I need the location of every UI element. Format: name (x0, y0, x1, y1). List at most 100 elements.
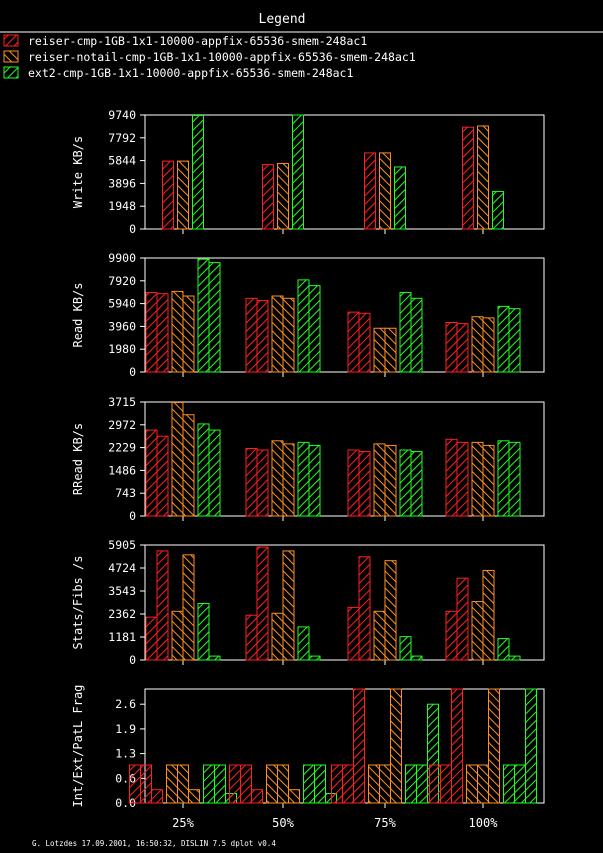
bar (399, 449, 412, 517)
bar (292, 114, 304, 230)
bar (497, 305, 510, 373)
bar (347, 606, 360, 661)
legend-swatch-2 (3, 66, 19, 79)
panel-3: 0 1181 2362 3543 4724 5905 Stats/Fibs /s (71, 538, 545, 667)
bar (482, 444, 495, 517)
plot-frame (144, 544, 545, 661)
y-tick-label: 1486 (108, 463, 136, 477)
y-tick-label: 0 (129, 222, 136, 236)
bar (297, 279, 310, 373)
bar (488, 688, 500, 804)
y-tick-label: 1980 (108, 342, 136, 356)
y-tick-label: 3896 (108, 176, 136, 190)
bar (266, 764, 278, 804)
bar (203, 764, 215, 804)
y-tick-label: 4724 (108, 561, 136, 575)
legend-label-0: reiser-cmp-1GB-1x1-10000-appfix-65536-sm… (28, 34, 367, 48)
bar (364, 152, 376, 230)
bar (171, 401, 184, 517)
bar (308, 444, 321, 517)
bar (525, 688, 537, 804)
bar (277, 162, 289, 230)
bar (277, 764, 289, 804)
legend-label-2: ext2-cmp-1GB-1x1-10000-appfix-65536-smem… (28, 66, 353, 80)
bar (456, 323, 469, 373)
bar (471, 601, 484, 661)
bar (282, 443, 295, 517)
bar (456, 577, 469, 661)
bar (508, 441, 521, 517)
y-tick-label: 0 (129, 509, 136, 523)
bar (256, 546, 269, 661)
x-tick-label: 100% (469, 816, 499, 830)
bar (182, 554, 195, 661)
bar (245, 447, 258, 517)
x-tick-label: 75% (374, 816, 396, 830)
bar (166, 764, 178, 804)
y-tick-label: 743 (115, 486, 136, 500)
bar (451, 688, 463, 804)
bar (151, 789, 163, 804)
bar (503, 764, 515, 804)
bar (445, 321, 458, 373)
bar (140, 764, 152, 804)
bar (197, 423, 210, 517)
bar (171, 290, 184, 373)
bar (410, 655, 423, 661)
bar (368, 764, 380, 804)
y-tick-label: 1948 (108, 199, 136, 213)
bar (384, 327, 397, 373)
bar (445, 610, 458, 661)
bar (416, 764, 428, 804)
bar (399, 636, 412, 661)
bar (384, 444, 397, 517)
bar (390, 688, 402, 804)
y-tick-label: 7792 (108, 131, 136, 145)
bar (342, 764, 354, 804)
y-tick-label: 2229 (108, 441, 136, 455)
bar (477, 764, 489, 804)
y-tick-label: 3960 (108, 319, 136, 333)
y-tick-label: 5905 (108, 538, 136, 552)
plot-frame (144, 257, 545, 373)
y-tick-label: 9740 (108, 108, 136, 122)
y-axis-label: Stats/Fibs /s (71, 556, 85, 650)
bar (251, 789, 263, 804)
bar (208, 429, 221, 517)
bar (456, 441, 469, 517)
legend-entry-0: reiser-cmp-1GB-1x1-10000-appfix-65536-sm… (3, 34, 367, 48)
bar (379, 152, 391, 230)
bar (271, 295, 284, 373)
bar (182, 295, 195, 373)
panel-1: 0 1980 3960 5940 7920 9900 Read KB/s (71, 251, 545, 379)
bar (514, 764, 526, 804)
bar (282, 550, 295, 661)
bar (145, 616, 158, 661)
bar (379, 764, 391, 804)
bar (399, 292, 412, 373)
bar (497, 440, 510, 517)
bar (162, 160, 174, 230)
y-tick-label: 2362 (108, 607, 136, 621)
bar (182, 414, 195, 517)
bar (347, 449, 360, 517)
bar (256, 300, 269, 373)
chart-panels: 0 1948 3896 5844 7792 9740 Write KB/s 0 1980 3960… (71, 108, 545, 830)
bar (208, 655, 221, 661)
bar (308, 285, 321, 373)
bar (353, 688, 365, 804)
bar (171, 610, 184, 661)
panel-2: 0 743 1486 2229 2972 3715 RRead KB/s (71, 395, 545, 523)
bar (129, 764, 141, 804)
legend-swatch-0 (3, 34, 19, 47)
y-tick-label: 0 (129, 653, 136, 667)
bar (245, 614, 258, 661)
bar (145, 292, 158, 373)
bar (492, 191, 504, 230)
bar (240, 764, 252, 804)
bar (471, 316, 484, 373)
bar (245, 297, 258, 373)
y-tick-label: 1181 (108, 630, 136, 644)
bar (271, 612, 284, 661)
